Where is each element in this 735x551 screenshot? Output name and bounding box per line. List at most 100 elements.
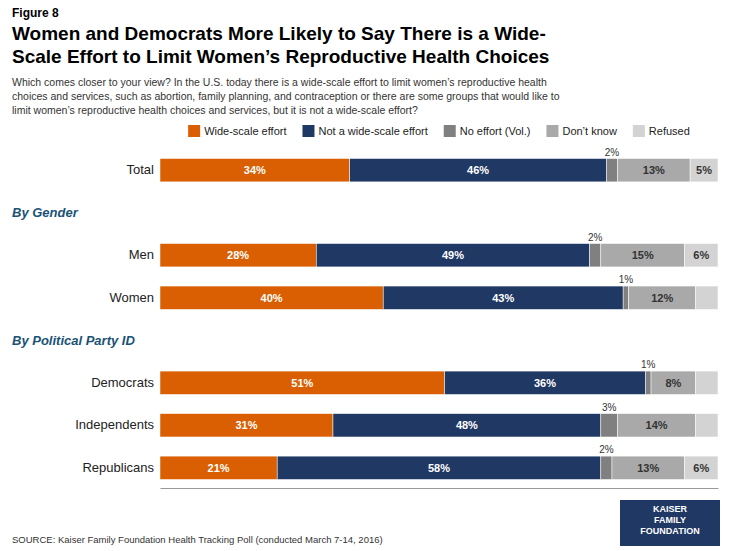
data-label: 48% xyxy=(456,419,478,431)
data-label: 51% xyxy=(291,377,313,389)
data-label: 21% xyxy=(208,462,230,474)
data-label: 13% xyxy=(637,462,659,474)
bar xyxy=(383,286,623,309)
y-tick: Democrats xyxy=(91,375,154,390)
y-tick-label: Democrats xyxy=(91,375,154,390)
bar xyxy=(623,286,629,309)
bar xyxy=(316,244,589,267)
bar xyxy=(629,286,696,309)
logo-box xyxy=(620,500,720,546)
source: SOURCE: Kaiser Family Foundation Health … xyxy=(12,534,383,545)
data-label: 8% xyxy=(665,377,681,389)
legend-item: Refused xyxy=(633,125,690,137)
group-label: By Political Party ID xyxy=(12,333,135,348)
data-label: 6% xyxy=(693,462,709,474)
data-label: 49% xyxy=(442,249,464,261)
legend-item: Wide-scale effort xyxy=(188,125,286,137)
logo: KAISERFAMILYFOUNDATION xyxy=(640,504,699,536)
y-tick: Republicans xyxy=(82,460,154,475)
series xyxy=(601,159,696,480)
data-label: 2% xyxy=(599,444,614,455)
y-tick-label: Women xyxy=(109,290,154,305)
bar xyxy=(685,244,718,267)
y-tick: Independents xyxy=(75,417,154,432)
data-label: 5% xyxy=(696,164,712,176)
data-label: 2% xyxy=(588,232,603,243)
legend-swatch xyxy=(302,125,314,137)
data-label: 43% xyxy=(492,292,514,304)
data-labels: 34% 28% 40% 51% 31% 21% 46% 49% 43% 36% 48% 58% 2% 2%… xyxy=(208,147,713,474)
data-label: 12% xyxy=(651,292,673,304)
bar xyxy=(601,244,685,267)
bar xyxy=(590,244,601,267)
legend: Wide-scale effort Not a wide-scale effort… xyxy=(188,125,690,137)
data-label: 14% xyxy=(646,419,668,431)
figure-label: Figure 8 xyxy=(12,6,59,20)
data-label: 28% xyxy=(227,249,249,261)
data-label: 2% xyxy=(605,147,620,158)
data-label: 15% xyxy=(632,249,654,261)
legend-item: Not a wide-scale effort xyxy=(302,125,427,137)
legend-label: Don’t know xyxy=(562,125,616,137)
data-label: 36% xyxy=(534,377,556,389)
data-label: 34% xyxy=(244,164,266,176)
subtitle: Which comes closer to your view? In the … xyxy=(12,76,560,116)
title: Women and Democrats More Likely to Say T… xyxy=(12,23,549,67)
legend-label: No effort (Vol.) xyxy=(460,125,531,137)
legend-swatch xyxy=(188,125,200,137)
x-axis xyxy=(161,488,719,489)
series xyxy=(685,159,718,480)
y-tick: Women xyxy=(109,290,154,305)
bar xyxy=(160,286,383,309)
data-label: 6% xyxy=(693,249,709,261)
y-tick-label: Independents xyxy=(75,417,154,432)
bar xyxy=(160,371,445,394)
bar xyxy=(445,371,646,394)
legend-item: No effort (Vol.) xyxy=(444,125,531,137)
bar xyxy=(160,159,350,182)
legend-label: Not a wide-scale effort xyxy=(318,125,427,137)
bar xyxy=(651,371,696,394)
legend-label: Wide-scale effort xyxy=(204,125,286,137)
bar xyxy=(690,159,718,182)
bar xyxy=(618,414,696,437)
y-tick-label: Men xyxy=(129,247,154,262)
data-label: 46% xyxy=(467,164,489,176)
bar xyxy=(333,414,601,437)
y-tick: Men xyxy=(129,247,154,262)
data-label: 31% xyxy=(235,419,257,431)
y-axis: Total Men Women Democrats Independents Republ… xyxy=(75,162,154,475)
data-label: 58% xyxy=(428,462,450,474)
legend-swatch xyxy=(633,125,645,137)
data-label: 13% xyxy=(643,164,665,176)
y-tick-label: Republicans xyxy=(82,460,154,475)
legend-swatch xyxy=(444,125,456,137)
bar xyxy=(645,371,651,394)
data-label: 40% xyxy=(261,292,283,304)
legend-swatch xyxy=(546,125,558,137)
chart: Figure 8 Women and Democrats More Likely … xyxy=(0,0,735,551)
series xyxy=(277,159,645,480)
bar xyxy=(160,414,333,437)
bar xyxy=(350,159,607,182)
group-label: By Gender xyxy=(12,205,79,220)
bar xyxy=(685,456,718,479)
bar xyxy=(696,371,718,394)
y-tick-label: Total xyxy=(127,162,155,177)
data-label: 1% xyxy=(641,359,656,370)
bar xyxy=(612,456,685,479)
bar xyxy=(160,456,277,479)
bar xyxy=(160,244,316,267)
bar xyxy=(618,159,691,182)
bar xyxy=(606,159,617,182)
bar xyxy=(601,414,618,437)
bar xyxy=(277,456,601,479)
bar xyxy=(696,414,718,437)
legend-item: Don’t know xyxy=(546,125,616,137)
bar xyxy=(696,286,718,309)
data-label: 1% xyxy=(619,274,634,285)
x-axis-line xyxy=(161,488,719,489)
data-label: 3% xyxy=(602,402,617,413)
legend-label: Refused xyxy=(649,125,690,137)
y-tick: Total xyxy=(127,162,155,177)
